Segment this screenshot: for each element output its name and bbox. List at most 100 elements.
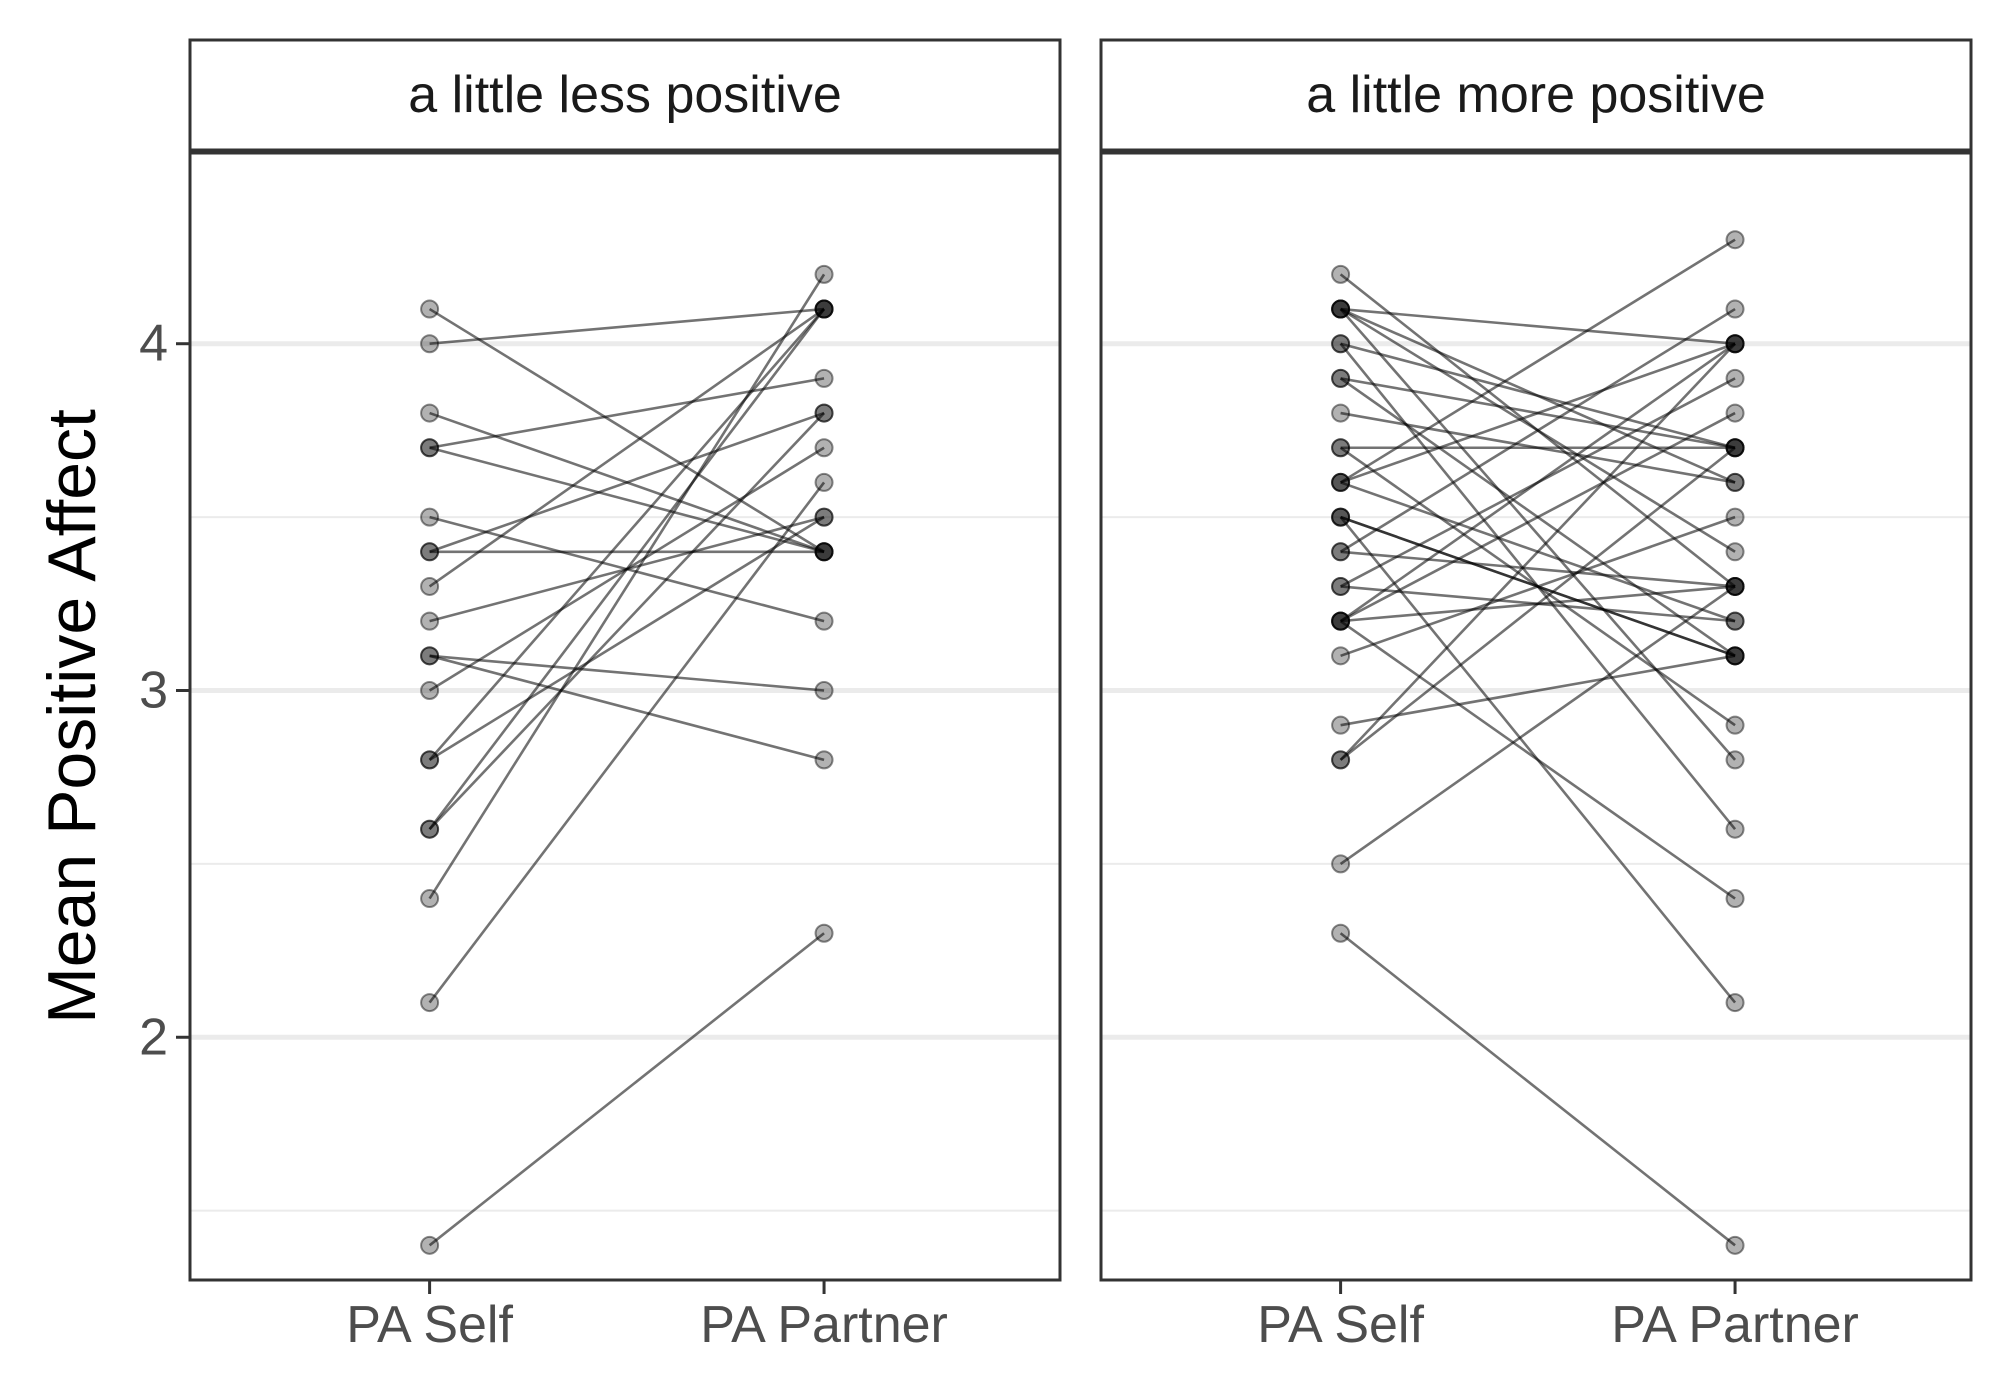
y-tick-label: 4 <box>139 315 168 373</box>
data-point <box>1725 611 1745 631</box>
data-point <box>1331 507 1351 527</box>
data-point <box>814 542 834 562</box>
data-point <box>814 299 834 319</box>
panel-background <box>1101 153 1971 1280</box>
y-tick-label: 3 <box>139 661 168 719</box>
pair-line <box>428 307 825 553</box>
data-point <box>420 680 440 700</box>
pair-line <box>428 516 825 761</box>
data-point <box>814 542 834 562</box>
data-point <box>1331 438 1351 458</box>
panel-border <box>188 151 1062 1282</box>
x-tick-label: PA Self <box>346 1296 513 1354</box>
facet-strip <box>188 38 1062 152</box>
data-point <box>420 819 440 839</box>
pair-lines <box>1339 238 1737 1247</box>
data-point <box>1331 299 1351 319</box>
data-point <box>1725 993 1745 1013</box>
data-point <box>814 542 834 562</box>
pair-line <box>1339 342 1736 623</box>
y-axis-label: Mean Positive Affect <box>34 409 110 1024</box>
x-tick-label: PA Partner <box>1611 1296 1859 1354</box>
data-point <box>1725 438 1745 458</box>
pair-line <box>428 932 825 1247</box>
data-point <box>1331 264 1351 284</box>
data-point <box>1725 472 1745 492</box>
x-tick-label: PA Partner <box>700 1296 948 1354</box>
data-point <box>1331 334 1351 354</box>
pair-line <box>428 412 825 831</box>
data-point <box>420 334 440 354</box>
facet-label: a little more positive <box>1306 66 1766 124</box>
y-tick-label: 2 <box>139 1008 168 1066</box>
data-point <box>420 646 440 666</box>
pair-line <box>1340 515 1736 658</box>
pair-line <box>428 481 826 1004</box>
data-point <box>1725 438 1745 458</box>
data-point <box>420 750 440 770</box>
data-point <box>1331 611 1351 631</box>
data-point <box>1331 542 1351 562</box>
data-points <box>420 264 834 1255</box>
data-point <box>814 403 834 423</box>
data-point <box>1331 472 1351 492</box>
panel-background <box>190 153 1060 1280</box>
data-point <box>1725 819 1745 839</box>
data-point <box>420 819 440 839</box>
data-point <box>1331 576 1351 596</box>
data-point <box>814 507 834 527</box>
data-point <box>1725 542 1745 562</box>
data-point <box>420 646 440 666</box>
data-point <box>420 542 440 562</box>
data-point <box>814 403 834 423</box>
data-point <box>814 299 834 319</box>
data-point <box>1331 854 1351 874</box>
data-points <box>1331 230 1745 1255</box>
data-point <box>420 542 440 562</box>
data-point <box>420 1235 440 1255</box>
pair-line <box>429 411 825 554</box>
pair-line <box>1340 342 1736 450</box>
data-point <box>1725 334 1745 354</box>
data-point <box>420 750 440 770</box>
data-point <box>1725 230 1745 250</box>
y-axis-label-group: Mean Positive Affect 2 3 4 <box>34 315 190 1066</box>
pair-line <box>1339 308 1737 761</box>
pair-line <box>1339 585 1736 865</box>
data-point <box>1725 646 1745 666</box>
data-point <box>1331 507 1351 527</box>
data-point <box>1331 646 1351 666</box>
data-point <box>1725 472 1745 492</box>
facet-label: a little less positive <box>408 66 842 124</box>
data-point <box>1725 368 1745 388</box>
facet-panel: a little more positive PA Self PA Partner <box>1099 38 1973 1354</box>
data-point <box>1725 1235 1745 1255</box>
data-point <box>1331 299 1351 319</box>
pair-line <box>1340 550 1736 588</box>
data-point <box>1725 576 1745 596</box>
pair-line <box>428 308 826 830</box>
data-point <box>1331 334 1351 354</box>
data-point <box>1331 576 1351 596</box>
data-point <box>1331 507 1351 527</box>
data-point <box>420 438 440 458</box>
data-point <box>814 680 834 700</box>
data-point <box>814 507 834 527</box>
data-point <box>1725 334 1745 354</box>
pair-line <box>428 308 826 761</box>
data-point <box>814 611 834 631</box>
data-point <box>1331 750 1351 770</box>
pair-line <box>1340 342 1736 484</box>
data-point <box>1725 403 1745 423</box>
data-point <box>1725 750 1745 770</box>
data-point <box>1331 299 1351 319</box>
pair-line <box>1339 342 1736 761</box>
data-point <box>1331 923 1351 943</box>
data-point <box>420 576 440 596</box>
data-point <box>1725 646 1745 666</box>
data-point <box>1725 438 1745 458</box>
pair-line <box>429 654 825 762</box>
data-point <box>1725 334 1745 354</box>
data-point <box>1331 438 1351 458</box>
